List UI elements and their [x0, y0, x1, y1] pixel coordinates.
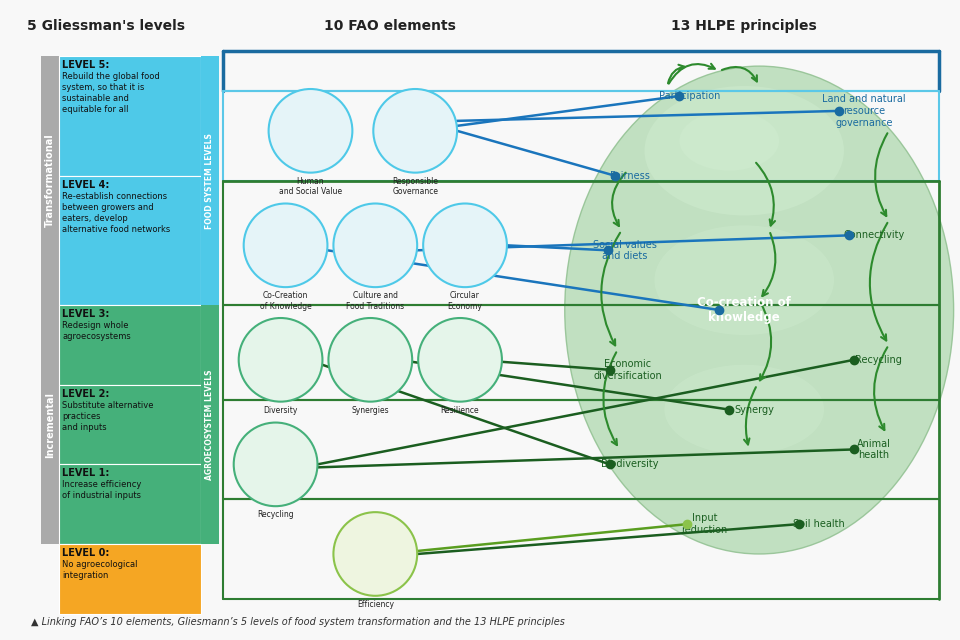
Circle shape	[269, 89, 352, 173]
Text: No agroecological
integration: No agroecological integration	[62, 560, 137, 580]
Circle shape	[328, 318, 412, 402]
Text: Economic
diversification: Economic diversification	[593, 359, 662, 381]
Text: Animal
health: Animal health	[857, 438, 891, 460]
Text: Participation: Participation	[659, 91, 720, 101]
Text: Soil health: Soil health	[793, 519, 845, 529]
Ellipse shape	[644, 86, 844, 216]
Text: LEVEL 3:: LEVEL 3:	[62, 309, 109, 319]
Text: FOOD SYSTEM LEVELS: FOOD SYSTEM LEVELS	[205, 132, 214, 228]
FancyBboxPatch shape	[41, 56, 60, 305]
Text: Efficiency: Efficiency	[357, 600, 394, 609]
Text: Social values
and diets: Social values and diets	[592, 239, 657, 261]
Text: Circular
Economy: Circular Economy	[447, 291, 483, 310]
Text: Transformational: Transformational	[45, 134, 56, 227]
Text: Redesign whole
agroecosystems: Redesign whole agroecosystems	[62, 321, 131, 341]
Text: Biodiversity: Biodiversity	[601, 460, 659, 469]
Text: Co-Creation
of Knowledge: Co-Creation of Knowledge	[260, 291, 311, 310]
Ellipse shape	[655, 225, 834, 335]
FancyBboxPatch shape	[60, 305, 201, 385]
FancyBboxPatch shape	[201, 56, 219, 305]
Circle shape	[333, 512, 418, 596]
Text: Human
and Social Value: Human and Social Value	[279, 177, 342, 196]
Text: Culture and
Food Traditions: Culture and Food Traditions	[347, 291, 404, 310]
Text: Fairness: Fairness	[610, 171, 650, 180]
Text: LEVEL 0:: LEVEL 0:	[62, 548, 109, 558]
FancyBboxPatch shape	[60, 385, 201, 465]
FancyBboxPatch shape	[60, 56, 201, 175]
Text: Co-creation of
knowledge: Co-creation of knowledge	[697, 296, 791, 324]
Ellipse shape	[564, 66, 953, 554]
Circle shape	[244, 204, 327, 287]
Circle shape	[233, 422, 318, 506]
Ellipse shape	[680, 111, 780, 171]
Text: 13 HLPE principles: 13 HLPE principles	[671, 19, 817, 33]
Text: Rebuild the global food
system, so that it is
sustainable and
equitable for all: Rebuild the global food system, so that …	[62, 72, 160, 115]
Text: Resilience: Resilience	[441, 406, 479, 415]
Text: Recycling: Recycling	[855, 355, 902, 365]
Text: LEVEL 4:: LEVEL 4:	[62, 180, 109, 189]
FancyBboxPatch shape	[201, 305, 219, 544]
Text: Incremental: Incremental	[45, 392, 56, 458]
Circle shape	[333, 204, 418, 287]
Text: 5 Gliessman's levels: 5 Gliessman's levels	[27, 19, 185, 33]
FancyBboxPatch shape	[60, 544, 201, 614]
Text: Substitute alternative
practices
and inputs: Substitute alternative practices and inp…	[62, 401, 154, 432]
Text: LEVEL 1:: LEVEL 1:	[62, 468, 109, 478]
Text: 10 FAO elements: 10 FAO elements	[324, 19, 456, 33]
Text: AGROECOSYSTEM LEVELS: AGROECOSYSTEM LEVELS	[205, 369, 214, 480]
FancyBboxPatch shape	[60, 175, 201, 305]
Text: Increase efficiency
of industrial inputs: Increase efficiency of industrial inputs	[62, 480, 141, 500]
Text: Land and natural
resource
governance: Land and natural resource governance	[822, 94, 905, 127]
Circle shape	[239, 318, 323, 402]
FancyBboxPatch shape	[60, 465, 201, 544]
Text: Connectivity: Connectivity	[843, 230, 904, 241]
FancyBboxPatch shape	[41, 305, 60, 544]
Circle shape	[373, 89, 457, 173]
Circle shape	[419, 318, 502, 402]
Text: LEVEL 2:: LEVEL 2:	[62, 388, 109, 399]
Text: ▲ Linking FAO’s 10 elements, Gliesmann’s 5 levels of food system transformation : ▲ Linking FAO’s 10 elements, Gliesmann’s…	[32, 617, 565, 627]
Circle shape	[423, 204, 507, 287]
Text: Recycling: Recycling	[257, 510, 294, 519]
Text: Synergy: Synergy	[734, 404, 774, 415]
Text: Input
reduction: Input reduction	[682, 513, 728, 535]
Text: Synergies: Synergies	[351, 406, 389, 415]
Text: Responsible
Governance: Responsible Governance	[393, 177, 438, 196]
Ellipse shape	[664, 365, 824, 454]
Text: Re-establish connections
between growers and
eaters, develop
alternative food ne: Re-establish connections between growers…	[62, 191, 171, 234]
Text: LEVEL 5:: LEVEL 5:	[62, 60, 109, 70]
Text: Diversity: Diversity	[263, 406, 298, 415]
